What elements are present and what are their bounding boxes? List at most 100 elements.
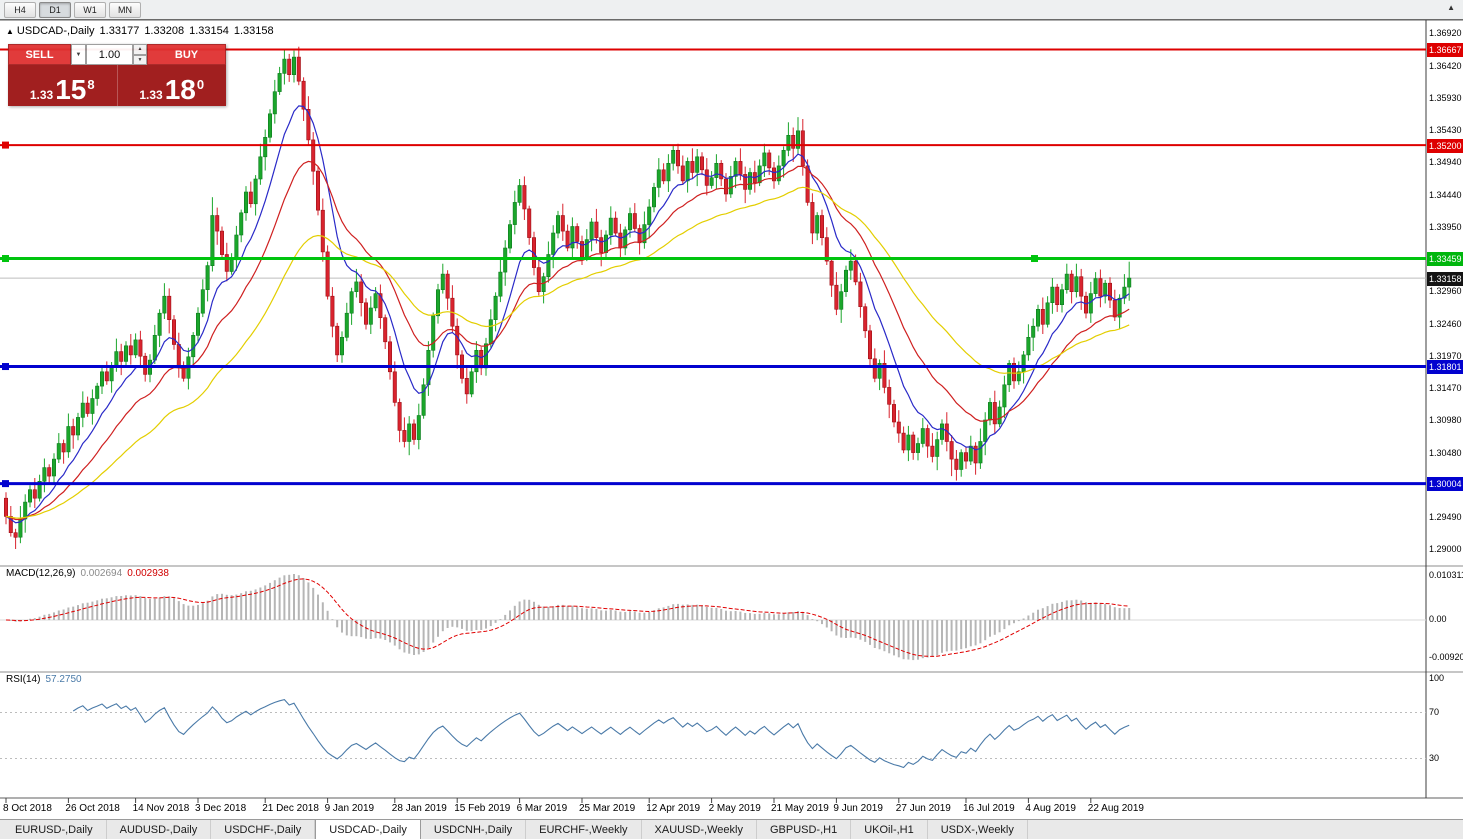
candle-body <box>296 56 301 82</box>
candle-body <box>1093 278 1098 294</box>
candle-body <box>584 239 589 258</box>
hline-handle[interactable] <box>2 255 9 263</box>
candle-body <box>330 295 335 327</box>
spinner-down-button[interactable]: ▼ <box>133 54 147 65</box>
candle-body <box>546 254 551 278</box>
chart-tab-usdchf-daily[interactable]: USDCHF-,Daily <box>211 820 316 839</box>
candle-body <box>973 445 978 464</box>
candle-body <box>930 445 935 457</box>
date-axis-label: 9 Jan 2019 <box>324 803 375 814</box>
price-axis-tick: 1.29490 <box>1429 512 1462 523</box>
candle-body <box>474 349 479 373</box>
volume-input[interactable] <box>86 44 133 65</box>
candle-body <box>517 185 522 203</box>
candle-body <box>90 398 95 414</box>
price-axis-tick: 1.29000 <box>1429 544 1462 555</box>
candle-body <box>220 230 225 255</box>
ask-price-main: 18 <box>164 74 196 106</box>
chevron-down-icon: ▼ <box>137 56 143 63</box>
bid-price-prefix: 1.33 <box>29 88 54 102</box>
hline-handle[interactable] <box>2 363 9 371</box>
hline-handle[interactable] <box>1031 255 1038 263</box>
bid-price-pip: 8 <box>87 77 95 92</box>
candle-body <box>810 202 815 234</box>
candle-body <box>699 156 704 171</box>
date-axis-label: 28 Jan 2019 <box>391 803 447 814</box>
chart-tab-usdcad-daily[interactable]: USDCAD-,Daily <box>315 819 421 839</box>
candle-body <box>277 73 282 92</box>
price-axis-tick: 1.32960 <box>1429 286 1462 297</box>
candle-body <box>407 423 412 442</box>
chart-tab-xauusd-weekly[interactable]: XAUUSD-,Weekly <box>641 820 757 839</box>
timeframe-d1-button[interactable]: D1 <box>39 1 71 18</box>
chart-tab-gbpusd-h1[interactable]: GBPUSD-,H1 <box>756 820 852 839</box>
chart-tab-eurusd-daily[interactable]: EURUSD-,Daily <box>2 820 107 839</box>
candle-body <box>618 232 623 249</box>
hline-handle[interactable] <box>2 141 9 149</box>
candle-body <box>306 109 311 141</box>
candle-body <box>882 362 887 388</box>
candle-body <box>887 387 892 405</box>
candle-body <box>373 293 378 309</box>
candle-body <box>762 152 767 167</box>
candle-body <box>843 269 848 293</box>
chart-tab-ukoil-h1[interactable]: UKOil-,H1 <box>851 820 928 839</box>
candle-body <box>867 330 872 360</box>
candle-body <box>253 178 258 205</box>
timeframe-toolbar: H4 D1 W1 MN ▲ <box>0 0 1463 20</box>
price-axis-tick: 1.31470 <box>1429 383 1462 394</box>
chart-tab-usdx-weekly[interactable]: USDX-,Weekly <box>927 820 1028 839</box>
candle-body <box>66 426 71 453</box>
candle-body <box>272 91 277 115</box>
timeframe-h4-button[interactable]: H4 <box>4 1 36 18</box>
candle-body <box>431 315 436 351</box>
price-axis: 1.36920 1.36420 1.35930 1.35430 1.34940 1.344… <box>1427 0 1463 818</box>
timeframe-w1-button[interactable]: W1 <box>74 1 106 18</box>
rsi-axis-70: 70 <box>1429 707 1440 717</box>
trade-controls-row: SELL ▼ ▲ ▼ BUY <box>8 44 226 65</box>
candle-body <box>507 224 512 249</box>
corner-arrow-icon[interactable]: ▲ <box>1447 3 1455 12</box>
candle-body <box>339 336 344 356</box>
candle-body <box>503 247 508 273</box>
sell-button[interactable]: SELL <box>8 44 71 65</box>
hline-handle[interactable] <box>2 480 9 488</box>
candle-body <box>848 260 853 271</box>
volume-dropdown-button[interactable]: ▼ <box>71 44 86 65</box>
spinner-up-button[interactable]: ▲ <box>133 44 147 55</box>
candle-body <box>1079 276 1084 297</box>
buy-button[interactable]: BUY <box>147 44 226 65</box>
candle-body <box>695 156 700 173</box>
timeframe-mn-button[interactable]: MN <box>109 1 141 18</box>
candle-body <box>911 434 916 453</box>
candle-body <box>1031 325 1036 338</box>
candle-body <box>71 426 76 436</box>
candle-body <box>719 163 724 180</box>
candle-body <box>709 177 714 186</box>
candle-body <box>575 226 580 242</box>
candle-body <box>47 467 52 477</box>
candle-body <box>287 58 292 75</box>
chart-tab-eurchf-weekly[interactable]: EURCHF-,Weekly <box>526 820 642 839</box>
chart-tab-audusd-daily[interactable]: AUDUSD-,Daily <box>106 820 212 839</box>
candle-body <box>776 165 781 182</box>
candle-body <box>282 58 287 74</box>
price-axis-tick: 1.30980 <box>1429 415 1462 426</box>
candle-body <box>239 212 244 236</box>
candle-body <box>349 291 354 314</box>
date-axis-label: 8 Oct 2018 <box>3 803 52 814</box>
candle-body <box>402 430 407 442</box>
candle-body <box>690 161 695 173</box>
candle-body <box>109 365 114 382</box>
candle-body <box>1040 308 1045 325</box>
price-axis-tick: 1.30480 <box>1429 447 1462 458</box>
macd-pane-label: MACD(12,26,9) 0.002694 0.002938 <box>6 568 169 579</box>
candle-body <box>983 419 988 442</box>
candle-body <box>632 213 637 229</box>
candle-body <box>704 169 709 186</box>
candle-body <box>896 421 901 434</box>
candle-body <box>363 302 368 325</box>
chart-tab-usdcnh-daily[interactable]: USDCNH-,Daily <box>420 820 527 839</box>
chart-title: ▲ USDCAD-,Daily 1.33177 1.33208 1.33154 1.331… <box>6 25 279 37</box>
candle-body <box>939 423 944 440</box>
